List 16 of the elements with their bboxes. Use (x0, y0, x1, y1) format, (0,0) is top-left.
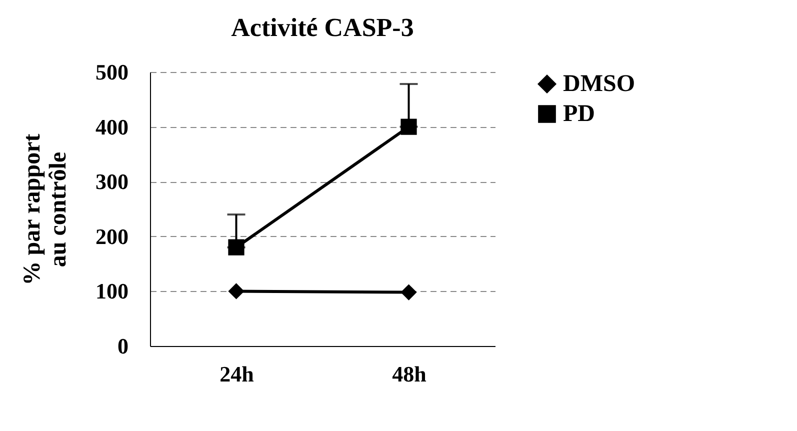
point (400, 284, 417, 300)
x-tick-label: 48h (392, 362, 426, 386)
legend-label: DMSO (563, 71, 635, 97)
y-tick-label: 200 (96, 224, 128, 249)
y-tick-label: 300 (96, 169, 128, 194)
point (400, 118, 417, 135)
y-axis-title: % par rapport au contrôle (20, 134, 72, 286)
legend-label: PD (563, 101, 595, 127)
point (228, 283, 244, 300)
y-tick-label: 0 (118, 334, 128, 358)
y-tick-label: 500 (96, 60, 128, 84)
y-tick-label: 400 (96, 114, 128, 140)
point (228, 239, 244, 256)
y-tick-label: 100 (96, 278, 128, 304)
chart-title: Activité CASP-3 (231, 13, 414, 42)
x-tick-label: 24h (220, 362, 254, 386)
